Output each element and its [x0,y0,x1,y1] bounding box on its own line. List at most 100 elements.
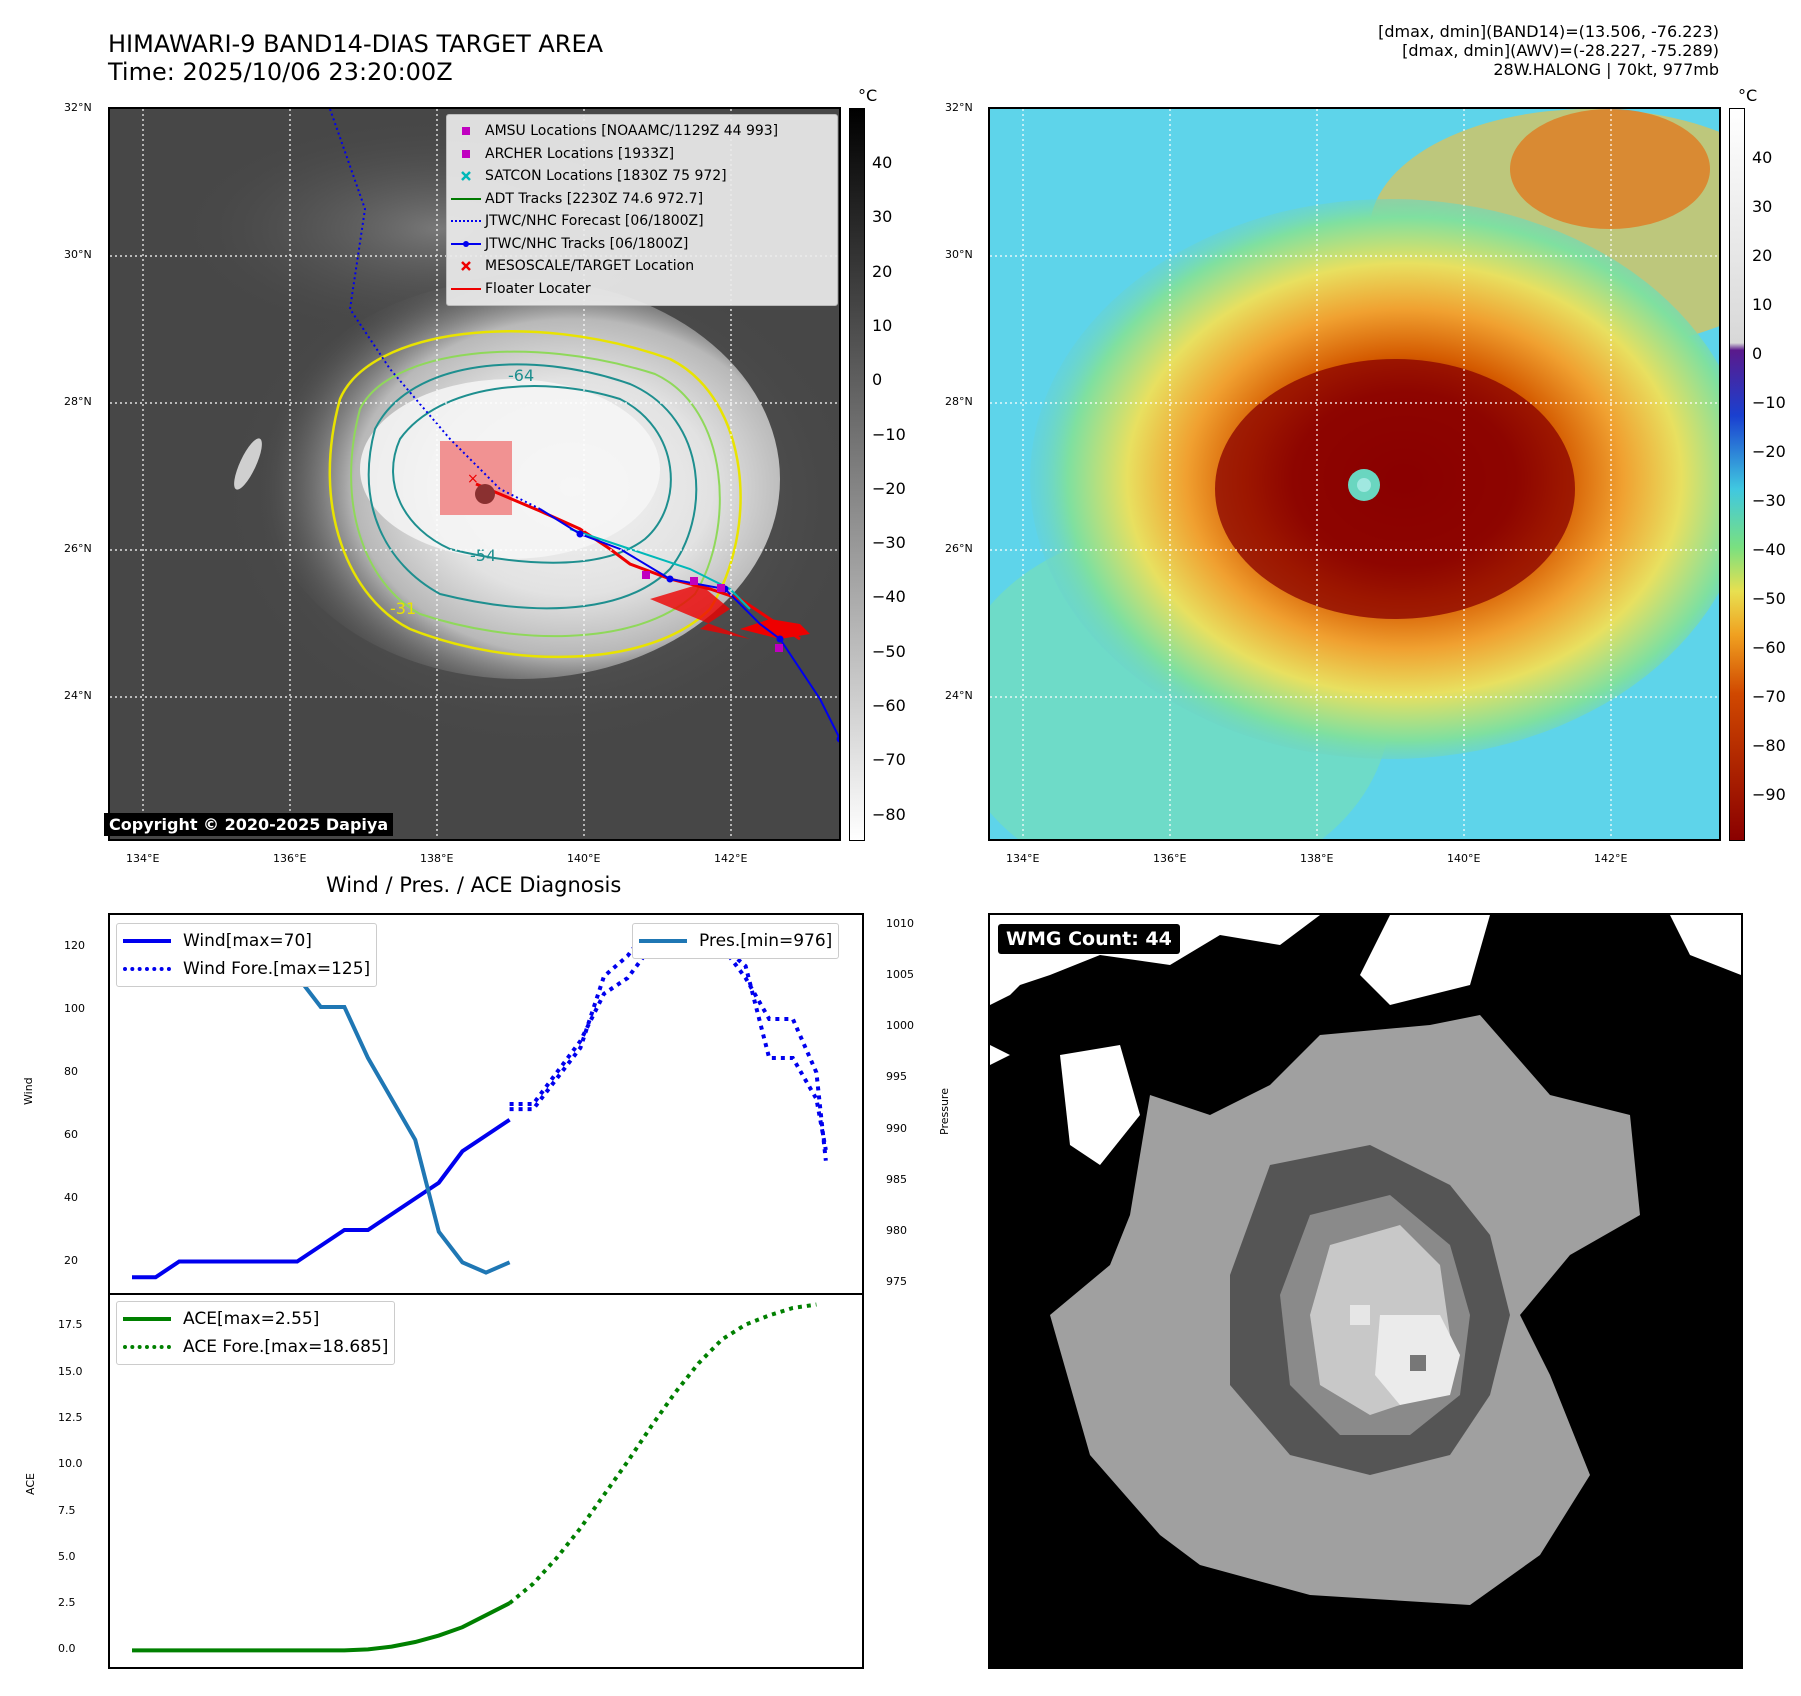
wind-tick: 20 [64,1253,78,1267]
svg-text:×: × [467,471,479,487]
legend-label: MESOSCALE/TARGET Location [485,258,695,275]
colorbar-tick: 30 [872,207,893,227]
colorbar-tick: −10 [872,424,906,444]
pressure-legend: Pres.[min=976] [632,923,840,959]
ace-tick: 7.5 [58,1503,76,1517]
legend-ace: ACE[max=2.55] [183,1309,320,1329]
pressure-tick: 980 [886,1223,907,1237]
wmg-grid [990,915,1741,1667]
legend-row: AMSU Locations [NOAAMC/1129Z 44 993] [447,120,837,143]
pressure-tick: 975 [886,1274,907,1288]
legend-row: ARCHER Locations [1933Z] [447,143,837,166]
series-line-1 [509,928,828,1161]
colorbar-tick: −10 [1752,393,1786,412]
lon-tick: 142°E [714,852,748,865]
legend-symbol-icon [447,240,485,248]
lat-tick: 24°N [64,689,92,702]
lat-tick: 30°N [945,248,973,261]
legend-label: SATCON Locations [1830Z 75 972] [485,168,727,185]
pressure-axis-label: Pressure [938,1088,951,1135]
legend-symbol-icon [447,170,485,182]
ace-series-line-1 [508,1302,817,1605]
wind-legend: Wind[max=70] Wind Fore.[max=125] [116,923,378,987]
lat-tick: 28°N [945,395,973,408]
wind-tick: 80 [64,1064,78,1078]
legend-row: JTWC/NHC Tracks [06/1800Z] [447,233,837,256]
copyright-label: Copyright © 2020-2025 Dapiya [104,813,394,836]
pressure-tick: 1000 [886,1019,914,1033]
legend-wind-fore: Wind Fore.[max=125] [183,959,371,979]
legend-symbol-icon [447,260,485,272]
ace-tick: 10.0 [58,1457,83,1471]
lon-tick: 138°E [1300,852,1334,865]
legend-label: JTWC/NHC Tracks [06/1800Z] [485,235,689,252]
contour-64 [392,385,672,564]
diagnosis-title: Wind / Pres. / ACE Diagnosis [326,873,622,897]
colorbar-tick: −30 [1752,491,1786,510]
info-line-3: 28W.HALONG | 70kt, 977mb [1493,60,1719,79]
wind-tick: 100 [64,1001,85,1015]
title-line-2: Time: 2025/10/06 23:20:00Z [108,58,453,86]
ace-tick: 12.5 [58,1411,83,1424]
colorbar-tick: −70 [872,750,906,770]
legend-row: JTWC/NHC Forecast [06/1800Z] [447,210,837,233]
legend-label: ADT Tracks [2230Z 74.6 972.7] [485,190,704,207]
legend-label: Floater Locater [485,280,591,297]
ace-svg [132,1302,817,1653]
wind-tick: 60 [64,1127,78,1141]
awv-colorbar [1729,108,1745,841]
legend-row: ADT Tracks [2230Z 74.6 972.7] [447,188,837,211]
ace-legend: ACE[max=2.55] ACE Fore.[max=18.685] [116,1301,396,1365]
lon-tick: 138°E [420,852,454,865]
ace-tick: 15.0 [58,1364,83,1378]
title-line-1: HIMAWARI-9 BAND14-DIAS TARGET AREA [108,30,604,58]
colorbar-tick: 30 [1752,197,1773,216]
lat-tick: 32°N [64,101,92,114]
contour-label-64: -64 [508,366,534,385]
legend-symbol-icon [447,149,485,159]
storm-info: [dmax, dmin](BAND14)=(13.506, -76.223) [… [1378,22,1719,79]
ace-tick: 2.5 [58,1596,76,1610]
legend-ace-fore: ACE Fore.[max=18.685] [183,1337,389,1357]
colorbar-tick: −20 [872,478,906,498]
wind-tick: 120 [64,938,85,952]
colorbar-tick: 10 [1752,295,1773,314]
awv-satellite-map [988,107,1721,841]
lat-tick: 26°N [64,542,92,555]
contour-label-54: -54 [470,546,496,565]
colorbar-tick: 40 [1752,148,1773,167]
awv-cloud-field [990,109,1719,839]
lon-tick: 134°E [126,852,160,865]
pressure-tick: 995 [886,1070,907,1084]
colorbar-unit-right: °C [1738,86,1758,105]
lon-tick: 142°E [1594,852,1628,865]
contour-label-31: -31 [390,599,416,618]
chart-title: HIMAWARI-9 BAND14-DIAS TARGET AREA Time:… [108,30,603,86]
ace-axis-label: ACE [24,1473,37,1495]
ace-tick: 17.5 [58,1318,83,1332]
colorbar-tick: −60 [872,696,906,715]
ace-tick: 5.0 [58,1549,76,1563]
colorbar-tick: 40 [872,153,893,172]
lat-tick: 26°N [945,542,973,555]
legend-label: AMSU Locations [NOAAMC/1129Z 44 993] [485,123,779,140]
pressure-tick: 990 [886,1121,907,1135]
lon-tick: 136°E [1153,852,1187,865]
colorbar-tick: −40 [872,587,906,607]
lon-tick: 136°E [273,852,307,865]
colorbar-unit: °C [858,86,878,105]
colorbar-tick: −50 [872,641,906,661]
pressure-tick: 1010 [886,917,914,931]
series-line-0 [132,1118,511,1280]
colorbar-tick: 10 [872,315,893,335]
colorbar-tick: −50 [1752,589,1786,608]
legend-label: ARCHER Locations [1933Z] [485,145,675,162]
legend-symbol-icon [447,286,485,292]
wmg-panel [988,913,1743,1669]
lat-tick: 30°N [64,248,92,261]
lat-tick: 28°N [64,395,92,408]
lat-tick: 32°N [945,101,973,114]
floater-box [440,441,512,515]
colorbar-tick: 0 [872,370,883,390]
colorbar-tick: −90 [1752,785,1786,804]
